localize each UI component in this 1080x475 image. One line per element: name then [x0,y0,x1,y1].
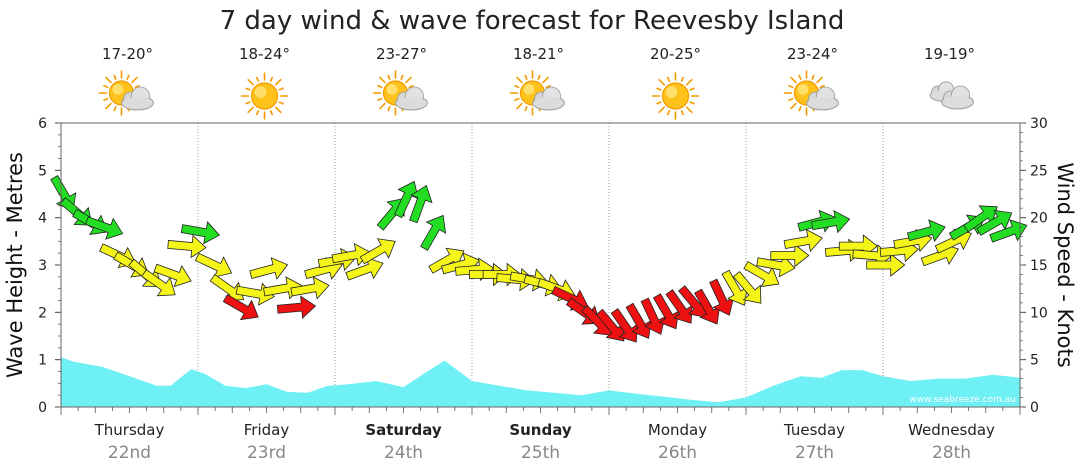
wave-height-area [61,357,1020,407]
day-headers: 17-20° 18-24° 23-27° 18-21° 20-25° 23-24° 19-1… [98,45,975,120]
wind-arrow [420,214,447,251]
wind-arrow [743,260,780,288]
left-tick-label: 1 [38,353,47,369]
wind-arrow [428,247,465,274]
cloud-shape [532,86,565,111]
wind-arrow [732,271,762,304]
wind-arrow [180,221,221,245]
cloudy-icon [929,81,974,110]
cloud-shape [121,86,154,111]
day-date: 23rd [247,443,286,463]
cloud-shape [806,86,839,111]
right-tick-label: 0 [1030,400,1039,416]
sun-rays [98,70,145,116]
wind-arrow [756,254,796,278]
wind-arrows-series [50,174,1028,343]
right-axis: 0 5 10 15 20 25 30 [1020,116,1048,416]
wind-arrow [249,257,289,280]
wind-arrow [906,219,946,243]
bottom-axis: Thursday 22nd Friday 23rd Saturday 24th Sunday… [60,407,1021,463]
right-tick-label: 25 [1030,163,1048,179]
right-axis-title: Wind Speed - Knots [1053,162,1077,367]
left-tick-label: 6 [38,116,47,132]
day-name: Monday [648,421,707,439]
wind-arrow [345,257,384,281]
left-axis-title: Wave Height - Metres [3,152,27,378]
cloud-shape [395,86,428,111]
day-temperature: 18-21° [513,45,564,63]
day-temperature: 18-24° [239,45,290,63]
wind-arrow [359,238,396,265]
right-tick-label: 30 [1030,116,1048,132]
right-tick-label: 5 [1030,353,1039,369]
wind-arrow [721,269,748,306]
wind-arrow [290,276,330,300]
day-date: 24th [384,443,423,463]
day-temperature: 20-25° [650,45,701,63]
wind-arrow [963,205,998,233]
sun-rays [651,72,700,120]
right-tick-label: 20 [1030,211,1048,227]
watermark: www.seabreeze.com.au [909,395,1016,405]
day-name: Sunday [509,421,572,439]
wind-arrow [770,243,810,268]
wind-arrow [811,209,851,234]
wind-arrow [665,289,693,324]
day-date: 28th [932,443,971,463]
day-temperature: 23-27° [376,45,427,63]
left-tick-label: 0 [38,400,47,416]
day-temperature: 23-24° [787,45,838,63]
wind-arrow [866,253,906,277]
right-tick-label: 15 [1030,258,1048,274]
wind-arrow [976,209,1013,236]
day-name: Tuesday [783,421,845,439]
wind-arrow [141,269,176,297]
partly-cloudy-icon [509,70,565,116]
partly-cloudy-icon [783,70,839,116]
wave-height-series [61,357,1020,407]
wind-arrow [276,295,317,319]
wind-arrow [709,278,734,316]
partly-cloudy-icon [372,70,428,116]
partly-cloudy-icon [98,70,154,116]
wind-arrow [85,216,124,240]
day-name: Saturday [365,421,442,439]
day-date: 22nd [108,443,151,463]
wind-arrow [989,219,1028,243]
day-name: Thursday [94,421,165,439]
day-date: 26th [658,443,697,463]
left-tick-label: 4 [38,211,47,227]
left-tick-label: 3 [38,258,47,274]
wind-arrow [610,308,638,343]
cloud-shape [941,85,974,110]
wind-arrow [625,302,652,339]
wind-arrow [153,263,192,288]
wind-arrow [222,294,259,321]
left-tick-label: 2 [38,305,47,321]
left-axis: 0 1 2 3 4 5 6 [38,116,61,416]
day-name: Friday [244,421,290,439]
wind-arrow [652,293,680,330]
right-tick-label: 10 [1030,305,1048,321]
day-date: 27th [795,443,834,463]
day-name: Wednesday [908,421,995,439]
wind-arrow [194,252,233,278]
day-date: 25th [521,443,560,463]
sunny-icon [240,72,289,120]
chart-title: 7 day wind & wave forecast for Reevesby … [220,6,845,36]
sun-rays [240,72,289,120]
day-temperature: 17-20° [102,45,153,63]
wind-arrow [167,234,207,259]
wind-arrow [409,185,433,224]
wind-arrow [640,297,666,335]
wind-arrow [394,180,419,219]
day-temperature: 19-19° [924,45,975,63]
wind-arrow [783,228,823,253]
wind-arrow [595,308,625,342]
sunny-icon [651,72,700,120]
wind-arrow [694,288,721,325]
left-tick-label: 5 [38,163,47,179]
